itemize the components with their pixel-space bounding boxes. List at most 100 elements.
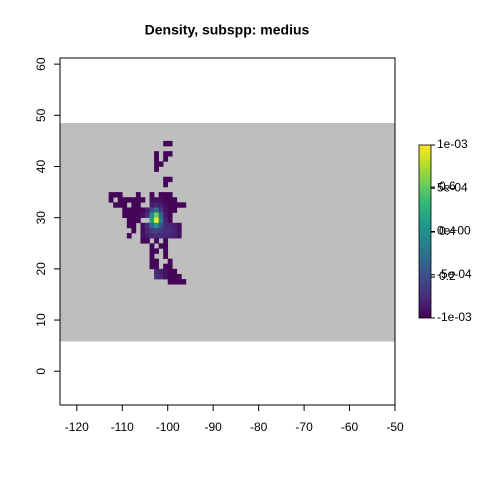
density-cell <box>163 202 169 208</box>
density-cell <box>108 192 114 198</box>
density-cell <box>140 207 146 213</box>
density-cell <box>108 197 114 203</box>
density-cell <box>135 207 141 213</box>
density-cell <box>167 258 173 265</box>
density-cell <box>149 243 155 249</box>
density-cell <box>113 192 119 198</box>
density-cell <box>163 156 169 162</box>
density-cell <box>167 197 173 203</box>
colorbar-tick-label: -1e-03 <box>437 310 472 324</box>
density-cell <box>158 192 164 198</box>
density-cell <box>172 202 178 208</box>
density-cell <box>158 233 164 239</box>
density-cell <box>167 222 173 229</box>
density-cell <box>176 273 182 280</box>
colorbar-tick-label: 0.6 <box>439 179 456 193</box>
density-cell <box>163 238 169 244</box>
density-cell <box>131 202 137 208</box>
background-band <box>60 122 395 342</box>
density-cell <box>145 212 150 218</box>
density-cell <box>126 207 132 213</box>
density-cell <box>154 273 159 280</box>
x-tick-label: -80 <box>250 420 268 434</box>
density-cell <box>145 233 150 239</box>
density-cell <box>172 197 178 203</box>
x-tick-label: -50 <box>386 420 404 434</box>
density-cell <box>172 233 178 239</box>
density-cell <box>131 207 137 213</box>
density-cell <box>131 217 137 224</box>
density-cell <box>149 248 155 254</box>
density-cell <box>163 273 169 280</box>
density-cell <box>122 197 128 203</box>
density-cell <box>167 202 173 208</box>
density-cell <box>163 181 169 188</box>
density-cell <box>149 217 155 224</box>
colorbar-tick-label: 0.4 <box>439 224 456 238</box>
density-cell <box>163 197 169 203</box>
density-cell <box>122 212 128 218</box>
density-cell <box>131 227 137 234</box>
density-cell <box>149 227 155 234</box>
density-cell <box>145 227 150 234</box>
density-cell <box>163 227 169 234</box>
density-cell <box>167 207 173 213</box>
colorbar-tick-label: 0e+00 <box>437 224 471 238</box>
density-cell <box>117 197 123 203</box>
density-cell <box>154 268 159 275</box>
density-cell <box>131 197 137 203</box>
density-cell <box>149 258 155 265</box>
density-cell <box>140 227 146 234</box>
density-cell <box>163 217 169 224</box>
density-cell <box>145 238 150 244</box>
density-cell <box>172 222 178 229</box>
density-cell <box>126 233 132 239</box>
density-cell <box>176 202 182 208</box>
density-cell <box>149 207 155 213</box>
density-cell <box>149 197 155 203</box>
density-cell <box>176 227 182 234</box>
density-cell <box>131 222 137 229</box>
density-cell <box>163 222 169 229</box>
density-cell <box>163 207 169 213</box>
density-cell <box>154 222 159 229</box>
density-cell <box>126 222 132 229</box>
y-tick-label: 20 <box>34 262 48 276</box>
density-cell <box>113 202 119 208</box>
density-cell <box>140 197 146 203</box>
density-cell <box>154 263 159 270</box>
density-cell <box>140 233 146 239</box>
x-tick-label: -110 <box>111 420 134 434</box>
density-cell <box>167 268 173 275</box>
density-cell <box>154 248 159 254</box>
density-cell <box>176 222 182 229</box>
density-cell <box>163 268 169 275</box>
density-cell <box>122 202 128 208</box>
density-cell <box>149 192 155 198</box>
density-cell <box>154 202 159 208</box>
density-cell <box>154 197 159 203</box>
density-cell <box>158 222 164 229</box>
density-cell <box>154 238 159 244</box>
colorbar-tick-label: 1e-03 <box>437 137 468 151</box>
density-cell <box>167 217 173 224</box>
density-cell <box>145 222 150 229</box>
x-tick-label: -120 <box>65 420 89 434</box>
density-cell <box>145 207 150 213</box>
density-cell <box>167 151 173 157</box>
density-cell <box>163 248 169 254</box>
density-cell <box>163 212 169 218</box>
plot-frame <box>59 57 396 406</box>
density-cell <box>126 217 132 224</box>
density-cell <box>167 192 173 198</box>
y-tick-label: 40 <box>34 160 48 174</box>
x-tick-label: -70 <box>295 420 313 434</box>
density-cell <box>117 192 123 198</box>
density-cell <box>154 161 159 167</box>
density-cell <box>158 273 164 280</box>
density-cell <box>135 197 141 203</box>
density-cell <box>122 207 128 213</box>
density-cell <box>176 279 182 285</box>
x-tick-label: -60 <box>341 420 359 434</box>
